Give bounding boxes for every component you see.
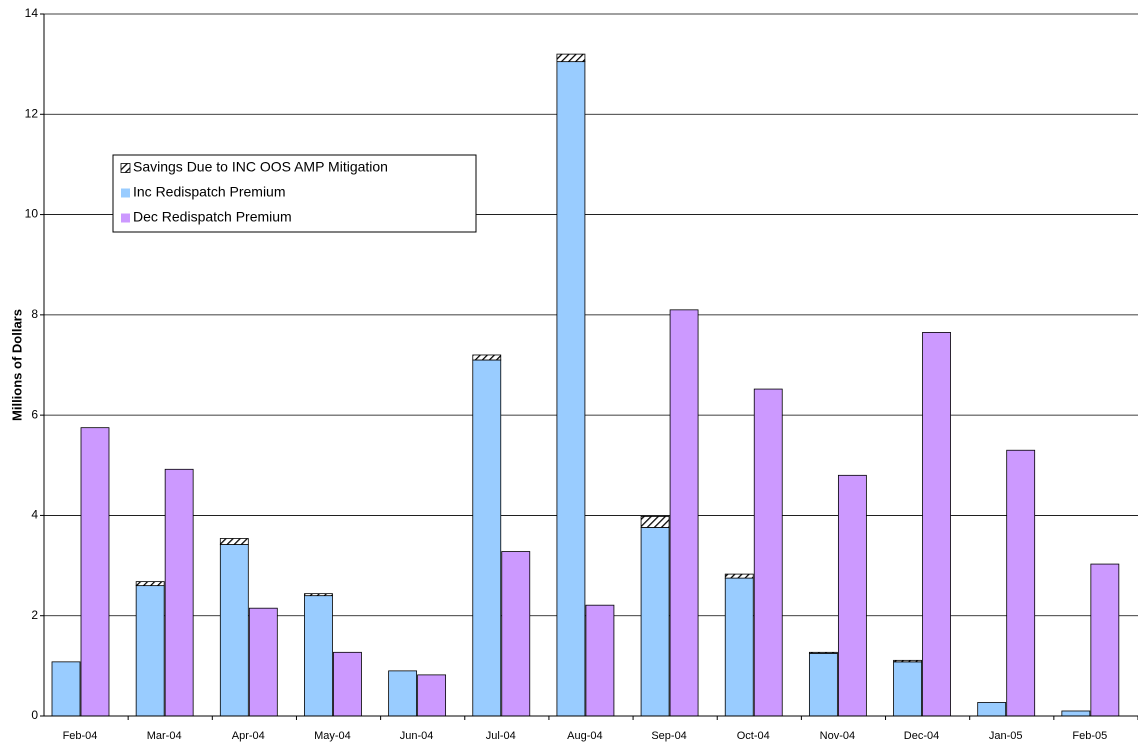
legend-swatch: [121, 188, 130, 198]
bar: [417, 674, 447, 717]
bar: [556, 61, 586, 717]
bar: [304, 593, 333, 597]
bar: [724, 577, 754, 717]
y-axis-label: Millions of Dollars: [9, 309, 24, 421]
bar: [472, 359, 502, 717]
bar: [556, 53, 586, 63]
bar: [1006, 449, 1036, 717]
bar: [640, 516, 670, 528]
x-tick-label: Mar-04: [147, 730, 182, 742]
legend-label: Dec Redispatch Premium: [133, 209, 292, 225]
y-tick-label: 10: [25, 207, 39, 221]
y-tick-label: 8: [31, 307, 38, 321]
bar: [893, 661, 922, 717]
x-tick-label: Jan-05: [989, 730, 1023, 742]
x-tick-label: Jun-04: [400, 730, 434, 742]
bar: [164, 468, 194, 717]
x-tick-label: May-04: [314, 730, 351, 742]
bar: [585, 604, 615, 717]
bar: [1061, 710, 1091, 717]
x-tick-label: Apr-04: [232, 730, 265, 742]
bar: [248, 607, 278, 717]
bar: [304, 595, 333, 717]
x-tick-label: Oct-04: [737, 730, 770, 742]
bar: [472, 354, 502, 361]
y-tick-label: 12: [25, 106, 39, 120]
bar: [219, 538, 249, 545]
legend: Savings Due to INC OOS AMP Mitigation Inc…: [112, 154, 477, 233]
y-tick-label: 0: [31, 708, 38, 722]
legend-box: [112, 154, 477, 233]
legend-label: Inc Redispatch Premium: [133, 184, 286, 200]
legend-swatch: [121, 213, 130, 223]
x-tick-label: Feb-05: [1072, 730, 1107, 742]
y-tick-label: 14: [25, 6, 39, 20]
x-tick-label: Sep-04: [651, 730, 686, 742]
y-tick-label: 2: [31, 608, 38, 622]
bar: [501, 551, 531, 717]
bar: [388, 670, 418, 717]
bar: [1090, 563, 1120, 717]
x-tick-label: Dec-04: [904, 730, 939, 742]
bar: [808, 652, 838, 717]
bar: [135, 581, 165, 587]
y-tick-label: 4: [31, 508, 38, 522]
bar: [135, 585, 165, 717]
bar: [753, 388, 783, 717]
bar: [219, 544, 249, 717]
bar: [640, 527, 670, 717]
bar: [837, 474, 867, 717]
x-tick-label: Aug-04: [567, 730, 602, 742]
bar: [724, 573, 754, 579]
legend-label: Savings Due to INC OOS AMP Mitigation: [133, 159, 388, 175]
bar: [333, 651, 362, 717]
y-tick-label: 6: [31, 407, 38, 421]
legend-swatch: [120, 163, 131, 173]
bar: [80, 427, 110, 717]
bar: [893, 659, 922, 663]
bar: [808, 651, 838, 654]
x-tick-label: Feb-04: [63, 730, 98, 742]
x-tick-label: Nov-04: [820, 730, 855, 742]
bar: [669, 309, 699, 717]
bar: [977, 702, 1007, 717]
bar: [922, 332, 951, 717]
x-tick-label: Jul-04: [486, 730, 516, 742]
bar: [51, 661, 81, 717]
